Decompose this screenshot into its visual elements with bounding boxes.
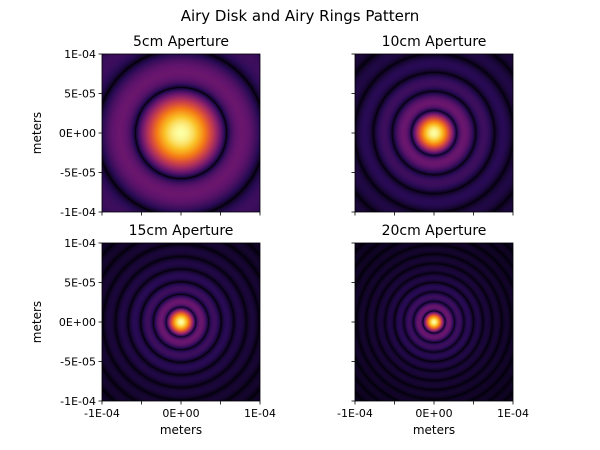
airy-image: [102, 243, 260, 401]
panel-title: 10cm Aperture: [382, 34, 487, 50]
figure-title: Airy Disk and Airy Rings Pattern: [181, 7, 420, 25]
y-tick-label: -1E-04: [60, 206, 96, 219]
y-tick-label: -1E-04: [60, 395, 96, 408]
y-tick-label: 5E-05: [64, 88, 96, 101]
panel-20cm: 20cm Aperture -1E-04 0E+00 1E-04 meters: [337, 223, 529, 437]
panel-title: 15cm Aperture: [129, 223, 234, 239]
panel-title: 20cm Aperture: [382, 223, 487, 239]
x-tick-label: 1E-04: [244, 407, 276, 420]
airy-image: [355, 54, 513, 212]
y-tick-label: 0E+00: [59, 127, 96, 140]
y-tick-label: 5E-05: [64, 277, 96, 290]
x-tick-label: 1E-04: [497, 407, 529, 420]
panel-5cm: 5cm Aperture -1E-04 -5E-05 0E+00 5E-05 1E-04 m…: [30, 34, 261, 219]
panels: 5cm Aperture -1E-04 -5E-05 0E+00 5E-05 1E-04 m…: [30, 34, 529, 437]
y-tick-label: -5E-05: [60, 167, 96, 180]
y-tick-label: -5E-05: [60, 356, 96, 369]
y-tick-label: 1E-04: [64, 48, 96, 61]
y-tick-label: 1E-04: [64, 237, 96, 250]
x-tick-label: -1E-04: [337, 407, 373, 420]
panel-title: 5cm Aperture: [133, 34, 229, 50]
panel-10cm: 10cm Aperture: [351, 34, 514, 216]
x-axis-label: meters: [413, 423, 455, 437]
x-axis-label: meters: [160, 423, 202, 437]
x-tick-label: -1E-04: [84, 407, 120, 420]
y-tick-label: 0E+00: [59, 316, 96, 329]
x-tick-label: 0E+00: [162, 407, 199, 420]
airy-image: [102, 54, 260, 212]
y-axis-label: meters: [30, 301, 44, 343]
panel-15cm: 15cm Aperture -1E-04 0E+00 1E-04 -1E-04 -5E-0…: [30, 223, 276, 437]
x-tick-label: 0E+00: [415, 407, 452, 420]
y-axis-label: meters: [30, 112, 44, 154]
airy-image: [355, 243, 513, 401]
